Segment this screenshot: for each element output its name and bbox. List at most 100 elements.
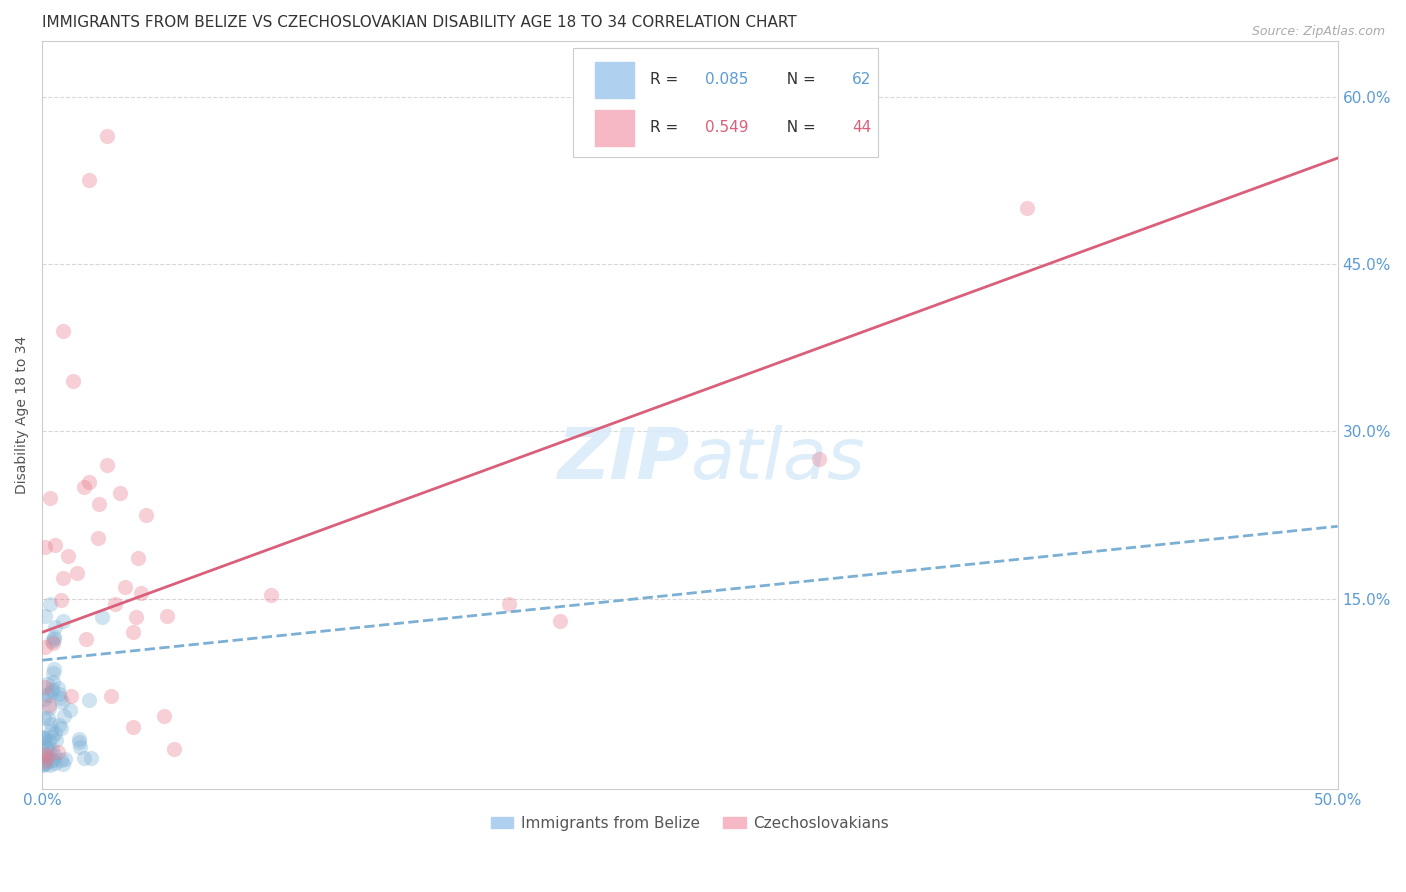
Point — [62, 374, 84, 388]
Text: 44: 44 — [852, 120, 872, 136]
Point — [39, 724, 62, 739]
Point — [38, 701, 60, 715]
Point — [37, 739, 59, 754]
Point — [34, 608, 56, 623]
Point — [96, 458, 118, 472]
Point — [41, 636, 63, 650]
Point — [37, 711, 59, 725]
Point — [155, 608, 177, 623]
Point — [32, 756, 55, 770]
Point — [44, 538, 66, 552]
Point — [59, 703, 82, 717]
Point — [69, 731, 91, 746]
Point — [31, 747, 53, 762]
Text: atlas: atlas — [690, 425, 865, 494]
Point — [90, 609, 112, 624]
Point — [550, 614, 572, 628]
FancyBboxPatch shape — [595, 110, 634, 145]
Point — [34, 680, 56, 694]
Text: N =: N = — [776, 72, 820, 87]
Point — [41, 731, 63, 745]
Point — [39, 758, 62, 772]
Point — [44, 620, 66, 634]
Point — [34, 754, 56, 768]
Point — [38, 734, 60, 748]
Point — [46, 745, 69, 759]
Point — [1015, 201, 1038, 215]
Point — [38, 491, 60, 506]
Point — [42, 632, 65, 647]
Point — [53, 752, 76, 766]
Point — [42, 747, 65, 762]
Point — [39, 598, 62, 612]
Text: 0.085: 0.085 — [706, 72, 749, 87]
Point — [52, 614, 75, 628]
Point — [104, 598, 127, 612]
Point — [114, 580, 136, 594]
Text: Source: ZipAtlas.com: Source: ZipAtlas.com — [1251, 25, 1385, 38]
Point — [32, 711, 55, 725]
Point — [89, 497, 111, 511]
Point — [49, 721, 72, 735]
Text: R =: R = — [650, 72, 683, 87]
Point — [49, 593, 72, 607]
Y-axis label: Disability Age 18 to 34: Disability Age 18 to 34 — [15, 335, 30, 494]
Point — [44, 756, 66, 770]
Point — [32, 730, 55, 744]
Legend: Immigrants from Belize, Czechoslovakians: Immigrants from Belize, Czechoslovakians — [485, 810, 896, 837]
Point — [34, 540, 56, 554]
Point — [73, 751, 96, 765]
Point — [79, 751, 101, 765]
Point — [44, 726, 66, 740]
Point — [39, 717, 62, 731]
Point — [260, 588, 283, 602]
Point — [35, 677, 58, 691]
Point — [41, 634, 63, 648]
Point — [41, 743, 63, 757]
Point — [125, 610, 148, 624]
Point — [73, 480, 96, 494]
Point — [108, 485, 131, 500]
Point — [100, 689, 122, 703]
Text: N =: N = — [776, 120, 820, 136]
Point — [31, 735, 53, 749]
Point — [51, 753, 73, 767]
Point — [38, 745, 60, 759]
Point — [39, 753, 62, 767]
Point — [52, 756, 75, 771]
Point — [127, 550, 149, 565]
Point — [44, 630, 66, 644]
Point — [38, 698, 60, 712]
Point — [41, 684, 63, 698]
Text: IMMIGRANTS FROM BELIZE VS CZECHOSLOVAKIAN DISABILITY AGE 18 TO 34 CORRELATION CH: IMMIGRANTS FROM BELIZE VS CZECHOSLOVAKIA… — [42, 15, 797, 30]
Point — [42, 675, 65, 690]
Point — [59, 689, 82, 703]
Point — [52, 324, 75, 338]
Point — [41, 666, 63, 681]
Point — [37, 753, 59, 767]
Point — [77, 692, 100, 706]
Point — [42, 753, 65, 767]
Point — [153, 709, 176, 723]
Text: R =: R = — [650, 120, 683, 136]
Point — [51, 695, 73, 709]
Text: ZIP: ZIP — [558, 425, 690, 494]
Point — [48, 718, 70, 732]
Point — [77, 173, 100, 187]
Point — [75, 632, 97, 647]
Point — [48, 687, 70, 701]
Point — [129, 586, 152, 600]
Point — [498, 598, 520, 612]
Point — [163, 742, 186, 756]
Point — [52, 571, 75, 585]
Point — [77, 475, 100, 489]
Point — [32, 758, 55, 772]
Point — [38, 688, 60, 702]
Point — [122, 625, 145, 640]
Point — [34, 747, 56, 761]
Point — [42, 662, 65, 676]
Point — [35, 741, 58, 756]
Point — [87, 531, 110, 545]
Text: 0.549: 0.549 — [706, 120, 749, 136]
Text: 62: 62 — [852, 72, 872, 87]
